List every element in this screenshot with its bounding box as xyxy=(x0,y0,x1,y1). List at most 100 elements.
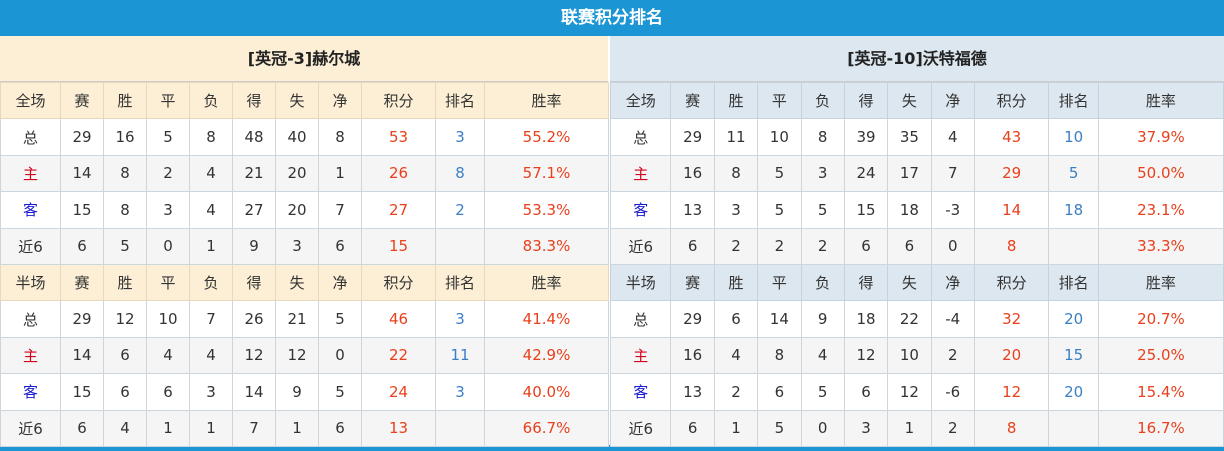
stat-cell: 12 xyxy=(275,336,319,375)
row-label: 客 xyxy=(0,191,61,229)
table-row: 近6 6 1 5 0 3 1 2 8 16.7% xyxy=(609,409,1224,447)
column-header: 得 xyxy=(843,263,889,302)
stat-cell: 20 xyxy=(1048,373,1099,411)
column-header: 胜 xyxy=(103,81,147,120)
stat-cell: 9 xyxy=(800,300,845,338)
stat-cell: 2 xyxy=(930,409,975,447)
stat-cell: 13 xyxy=(361,409,436,447)
stat-cell: 22 xyxy=(361,336,436,375)
column-header: 胜 xyxy=(103,263,147,302)
stat-cell: 3 xyxy=(146,191,190,229)
column-header: 平 xyxy=(757,81,802,120)
row-label: 主 xyxy=(0,154,61,193)
stat-cell: 4 xyxy=(800,336,845,375)
column-header: 失 xyxy=(275,81,319,120)
stat-cell: 3 xyxy=(713,191,759,229)
stat-cell: 16 xyxy=(103,118,147,156)
column-header: 负 xyxy=(189,263,233,302)
stat-cell: 13 xyxy=(670,191,715,229)
stat-cell: 3 xyxy=(435,118,485,156)
column-header: 胜 xyxy=(713,263,759,302)
column-header: 赛 xyxy=(60,263,104,302)
column-header: 失 xyxy=(887,263,932,302)
stat-cell: 10 xyxy=(1048,118,1099,156)
stat-cell: -3 xyxy=(930,191,975,229)
stat-cell: 6 xyxy=(318,227,362,265)
stat-cell: 8 xyxy=(713,154,759,193)
stat-cell: 15.4% xyxy=(1097,373,1224,411)
column-header: 胜率 xyxy=(484,263,609,302)
stat-cell: 0 xyxy=(800,409,845,447)
row-label: 近6 xyxy=(0,227,61,265)
stat-cell: 12 xyxy=(843,336,889,375)
stat-cell: 8 xyxy=(757,336,802,375)
stat-cell: 23.1% xyxy=(1097,191,1224,229)
stat-cell: 3 xyxy=(275,227,319,265)
stat-cell: 29 xyxy=(973,154,1050,193)
team-name[interactable]: [英冠-10]沃特福德 xyxy=(610,36,1224,82)
column-header: 赛 xyxy=(670,263,715,302)
stat-cell: 26 xyxy=(361,154,436,193)
column-header: 净 xyxy=(318,263,362,302)
stat-cell: 6 xyxy=(670,409,715,447)
full-header-row: 全场赛胜平负得失净积分 排名 胜率 xyxy=(0,81,609,120)
stat-cell: 4 xyxy=(103,409,147,447)
column-header: 失 xyxy=(887,81,932,120)
stat-cell: 5 xyxy=(800,373,845,411)
team-name[interactable]: [英冠-3]赫尔城 xyxy=(0,36,608,82)
stat-cell: 16 xyxy=(670,154,715,193)
stat-cell: 26 xyxy=(232,300,276,338)
stat-cell: 16 xyxy=(670,336,715,375)
stat-cell: 41.4% xyxy=(484,300,609,338)
stat-cell: 6 xyxy=(318,409,362,447)
stat-cell: 6 xyxy=(60,409,104,447)
row-label: 总 xyxy=(0,300,61,338)
stat-cell: 57.1% xyxy=(484,154,609,193)
stat-cell: 20 xyxy=(1048,300,1099,338)
stat-cell: 5 xyxy=(103,227,147,265)
stat-cell: 66.7% xyxy=(484,409,609,447)
stat-cell: 5 xyxy=(800,191,845,229)
stat-cell: 5 xyxy=(146,118,190,156)
stat-cell: 6 xyxy=(757,373,802,411)
stat-cell: 15 xyxy=(843,191,889,229)
stat-cell: 4 xyxy=(146,336,190,375)
row-label: 客 xyxy=(0,373,61,411)
stat-cell: 8 xyxy=(435,154,485,193)
column-header: 排名 xyxy=(1048,81,1099,120)
table-row: 近6 6 2 2 2 6 6 0 8 33.3% xyxy=(609,227,1224,265)
stat-cell: 15 xyxy=(1048,336,1099,375)
stat-cell: 39 xyxy=(843,118,889,156)
stat-cell: 11 xyxy=(435,336,485,375)
stat-cell: 10 xyxy=(887,336,932,375)
stat-cell: 4 xyxy=(189,191,233,229)
stat-cell: 14 xyxy=(757,300,802,338)
stat-cell: 29 xyxy=(670,300,715,338)
stat-cell: 1 xyxy=(146,409,190,447)
stat-cell: 46 xyxy=(361,300,436,338)
away-team-panel: [英冠-10]沃特福德 全场赛胜平负得失净积分 排名 胜率总 29 11 10 8 39 35 4… xyxy=(609,36,1224,447)
column-header: 全场 xyxy=(609,81,672,120)
stat-cell: 29 xyxy=(60,118,104,156)
stat-cell: 20.7% xyxy=(1097,300,1224,338)
column-header: 积分 xyxy=(973,81,1050,120)
column-header: 积分 xyxy=(361,263,436,302)
table-row: 总 29 6 14 9 18 22 -4 32 20 20.7% xyxy=(609,300,1224,338)
stat-cell: 4 xyxy=(930,118,975,156)
column-header: 积分 xyxy=(361,81,436,120)
stat-cell: 20 xyxy=(275,191,319,229)
stat-cell: 15 xyxy=(60,191,104,229)
stat-cell: 24 xyxy=(361,373,436,411)
stat-cell: 7 xyxy=(930,154,975,193)
stat-cell: 1 xyxy=(887,409,932,447)
row-label: 客 xyxy=(609,373,672,411)
table-row: 主 16 4 8 4 12 10 2 20 15 25.0% xyxy=(609,336,1224,375)
row-label: 近6 xyxy=(609,227,672,265)
row-label: 总 xyxy=(609,300,672,338)
table-row: 客 15 6 6 3 14 9 5 24 3 40.0% xyxy=(0,373,609,411)
stat-cell: 12 xyxy=(103,300,147,338)
home-team-panel: [英冠-3]赫尔城 全场赛胜平负得失净积分 排名 胜率总 29 16 5 8 48 40 8 53 3… xyxy=(0,36,609,447)
stat-cell: 40 xyxy=(275,118,319,156)
column-header: 积分 xyxy=(973,263,1050,302)
stat-cell: 4 xyxy=(189,154,233,193)
